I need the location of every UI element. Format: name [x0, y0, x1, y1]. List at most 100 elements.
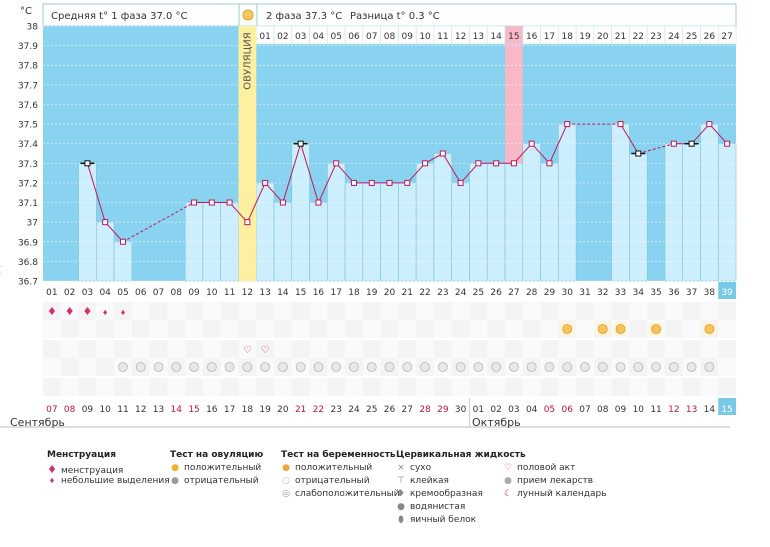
- temperature-point-day-16[interactable]: [315, 199, 322, 206]
- symptom-cell[interactable]: [238, 302, 257, 320]
- symptom-cell[interactable]: [558, 340, 577, 358]
- symptom-cell[interactable]: [540, 302, 559, 320]
- symptom-cell[interactable]: [664, 340, 683, 358]
- symptom-cell[interactable]: [682, 302, 701, 320]
- symptom-cell[interactable]: [647, 302, 665, 320]
- symptom-cell[interactable]: [185, 340, 203, 358]
- symptom-cell[interactable]: [78, 358, 97, 376]
- symptom-cell[interactable]: [558, 302, 577, 320]
- symptom-cell[interactable]: [167, 320, 186, 338]
- symptom-cell[interactable]: [433, 340, 452, 358]
- symptom-cell[interactable]: [451, 340, 470, 358]
- symptom-cell[interactable]: [433, 320, 452, 338]
- symptom-cell[interactable]: [487, 302, 506, 320]
- symptom-cell[interactable]: [78, 320, 97, 338]
- symptom-cell[interactable]: [185, 378, 203, 396]
- symptom-cell[interactable]: [274, 378, 292, 396]
- symptom-cell[interactable]: [43, 340, 61, 358]
- symptom-cell[interactable]: [398, 320, 417, 338]
- symptom-cell[interactable]: [433, 378, 452, 396]
- symptom-cell[interactable]: [309, 340, 328, 358]
- symptom-cell[interactable]: [274, 302, 292, 320]
- symptom-cell[interactable]: [629, 320, 648, 338]
- symptom-cell[interactable]: [576, 378, 594, 396]
- temperature-point-day-03[interactable]: [84, 160, 91, 167]
- symptom-cell[interactable]: [309, 302, 328, 320]
- symptom-cell[interactable]: [362, 340, 381, 358]
- temperature-point-day-25[interactable]: [475, 160, 482, 167]
- symptom-cell[interactable]: [718, 358, 737, 376]
- symptom-cell[interactable]: [380, 302, 399, 320]
- symptom-cell[interactable]: [345, 378, 363, 396]
- symptom-cell[interactable]: [309, 378, 328, 396]
- symptom-cell[interactable]: [78, 378, 97, 396]
- temperature-point-day-12[interactable]: [244, 219, 251, 226]
- symptom-cell[interactable]: [202, 302, 221, 320]
- symptom-cell[interactable]: [60, 378, 79, 396]
- symptom-cell[interactable]: [167, 302, 186, 320]
- temperature-point-day-29[interactable]: [546, 160, 553, 167]
- symptom-cell[interactable]: [60, 302, 79, 320]
- symptom-cell[interactable]: [131, 320, 150, 338]
- temperature-point-day-26[interactable]: [493, 160, 500, 167]
- symptom-cell[interactable]: [60, 320, 79, 338]
- temperature-point-day-05[interactable]: [119, 238, 126, 245]
- symptom-cell[interactable]: [487, 378, 506, 396]
- symptom-cell[interactable]: [522, 302, 541, 320]
- symptom-cell[interactable]: [593, 340, 612, 358]
- symptom-cell[interactable]: [380, 378, 399, 396]
- temperature-point-day-04[interactable]: [102, 219, 109, 226]
- symptom-cell[interactable]: [416, 320, 434, 338]
- temperature-point-day-18[interactable]: [350, 179, 357, 186]
- symptom-cell[interactable]: [274, 340, 292, 358]
- symptom-cell[interactable]: [185, 320, 203, 338]
- symptom-cell[interactable]: [43, 378, 61, 396]
- symptom-cell[interactable]: [505, 320, 523, 338]
- symptom-cell[interactable]: [114, 320, 132, 338]
- temperature-point-day-30[interactable]: [564, 121, 571, 128]
- temperature-point-day-24[interactable]: [457, 179, 464, 186]
- symptom-cell[interactable]: [220, 340, 239, 358]
- symptom-cell[interactable]: [398, 302, 417, 320]
- symptom-cell[interactable]: [256, 340, 275, 358]
- temperature-point-day-39[interactable]: [724, 140, 731, 147]
- symptom-cell[interactable]: [718, 320, 737, 338]
- symptom-cell[interactable]: [60, 358, 79, 376]
- symptom-cell[interactable]: [718, 340, 737, 358]
- temperature-point-day-17[interactable]: [333, 160, 340, 167]
- symptom-cell[interactable]: [327, 340, 346, 358]
- symptom-cell[interactable]: [664, 302, 683, 320]
- symptom-cell[interactable]: [114, 340, 132, 358]
- temperature-point-day-27[interactable]: [510, 160, 517, 167]
- temperature-point-day-34[interactable]: [635, 150, 642, 157]
- symptom-cell[interactable]: [291, 378, 310, 396]
- symptom-cell[interactable]: [345, 320, 363, 338]
- symptom-cell[interactable]: [611, 302, 630, 320]
- symptom-cell[interactable]: [416, 340, 434, 358]
- symptom-cell[interactable]: [43, 302, 61, 320]
- temperature-point-day-38[interactable]: [706, 121, 713, 128]
- symptom-cell[interactable]: [558, 378, 577, 396]
- symptom-cell[interactable]: [256, 320, 275, 338]
- symptom-cell[interactable]: [416, 378, 434, 396]
- symptom-cell[interactable]: [718, 302, 737, 320]
- symptom-cell[interactable]: [96, 340, 115, 358]
- symptom-cell[interactable]: [202, 340, 221, 358]
- symptom-cell[interactable]: [487, 320, 506, 338]
- symptom-cell[interactable]: [540, 378, 559, 396]
- symptom-cell[interactable]: [238, 378, 257, 396]
- symptom-cell[interactable]: [664, 320, 683, 338]
- symptom-cell[interactable]: [149, 320, 168, 338]
- symptom-cell[interactable]: [433, 302, 452, 320]
- temperature-point-day-36[interactable]: [670, 140, 677, 147]
- temperature-point-day-09[interactable]: [191, 199, 198, 206]
- symptom-cell[interactable]: [327, 302, 346, 320]
- temperature-point-day-33[interactable]: [617, 121, 624, 128]
- symptom-cell[interactable]: [309, 320, 328, 338]
- symptom-cell[interactable]: [540, 320, 559, 338]
- symptom-cell[interactable]: [327, 378, 346, 396]
- symptom-cell[interactable]: [487, 340, 506, 358]
- symptom-cell[interactable]: [202, 378, 221, 396]
- symptom-cell[interactable]: [291, 320, 310, 338]
- symptom-cell[interactable]: [131, 302, 150, 320]
